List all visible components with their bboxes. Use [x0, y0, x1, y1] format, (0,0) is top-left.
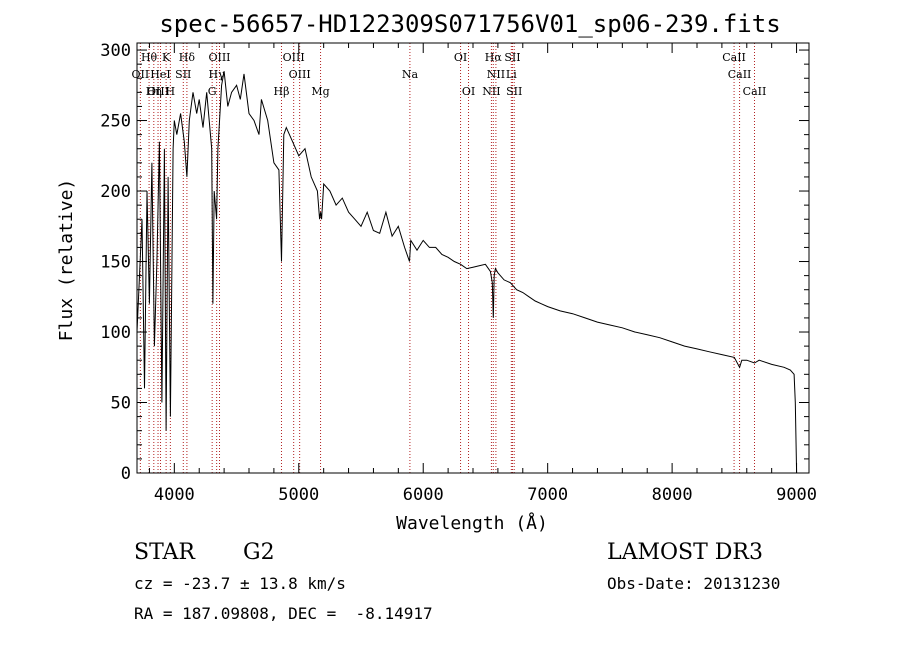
x-tick-label-1: 5000: [278, 485, 319, 505]
y-tick-label-0: 0: [121, 464, 131, 484]
y-axis-label: Flux (relative): [56, 179, 77, 342]
line-label-9: OII: [132, 68, 150, 81]
y-axis-ticks: 0 50 100 150 200 250 300: [100, 41, 809, 484]
line-label-17: CaII: [728, 68, 752, 81]
line-label-0: Hθ: [141, 51, 158, 64]
y-tick-label-4: 200: [100, 182, 131, 202]
x-tick-label-5: 9000: [776, 485, 817, 505]
line-label-25: NII: [482, 85, 500, 98]
line-label-3: OIII: [208, 51, 230, 64]
line-label-20: H: [166, 85, 176, 98]
y-tick-label-2: 100: [100, 323, 131, 343]
line-label-2: Hδ: [179, 51, 196, 64]
line-label-13: OIII: [289, 68, 311, 81]
line-label-19: Hη: [146, 85, 162, 98]
line-label-7: SII: [504, 51, 520, 64]
x-axis-label: Wavelength (Å): [396, 512, 548, 534]
line-label-11: SII: [175, 68, 191, 81]
x-tick-label-2: 6000: [403, 485, 444, 505]
line-label-26: SII: [506, 85, 522, 98]
y-tick-label-6: 300: [100, 41, 131, 61]
line-label-8: CaII: [722, 51, 746, 64]
x-tick-label-0: 4000: [154, 485, 195, 505]
line-label-27: CaII: [743, 85, 767, 98]
coordinates: RA = 187.09808, DEC = -8.14917: [134, 604, 433, 623]
line-label-22: Hβ: [274, 85, 290, 98]
line-label-12: Hγ: [209, 68, 226, 81]
line-label-1: K: [162, 51, 171, 64]
line-label-14: Na: [402, 68, 419, 81]
y-tick-label-1: 50: [111, 394, 131, 414]
object-class: STAR: [134, 540, 195, 565]
obs-date: Obs-Date: 20131230: [607, 574, 781, 593]
flux-series-line: [136, 71, 798, 474]
line-label-4: OIII: [283, 51, 305, 64]
line-label-15: NII: [487, 68, 505, 81]
x-tick-label-4: 8000: [652, 485, 693, 505]
x-axis-ticks: 4000 5000 6000 7000 8000 9000: [148, 43, 817, 505]
line-label-18: OIII: [147, 85, 169, 98]
line-markers: [139, 43, 755, 473]
line-label-6: Hα: [485, 51, 503, 64]
line-label-24: OI: [462, 85, 475, 98]
redshift-text: cz = -23.7 ± 13.8 km/s: [134, 574, 346, 593]
x-tick-label-3: 7000: [527, 485, 568, 505]
plot-frame: [136, 42, 810, 474]
y-tick-label-5: 250: [100, 112, 131, 132]
line-label-21: G: [208, 85, 217, 98]
object-subclass: G2: [243, 540, 275, 565]
line-label-23: Mg: [311, 85, 329, 98]
y-tick-label-3: 150: [100, 253, 131, 273]
line-label-10: HeI: [150, 68, 170, 81]
chart-title: spec-56657-HD122309S071756V01_sp06-239.f…: [159, 10, 780, 38]
line-label-16: Li: [506, 68, 517, 81]
line-label-5: OI: [454, 51, 467, 64]
survey-name: LAMOST DR3: [607, 540, 763, 565]
